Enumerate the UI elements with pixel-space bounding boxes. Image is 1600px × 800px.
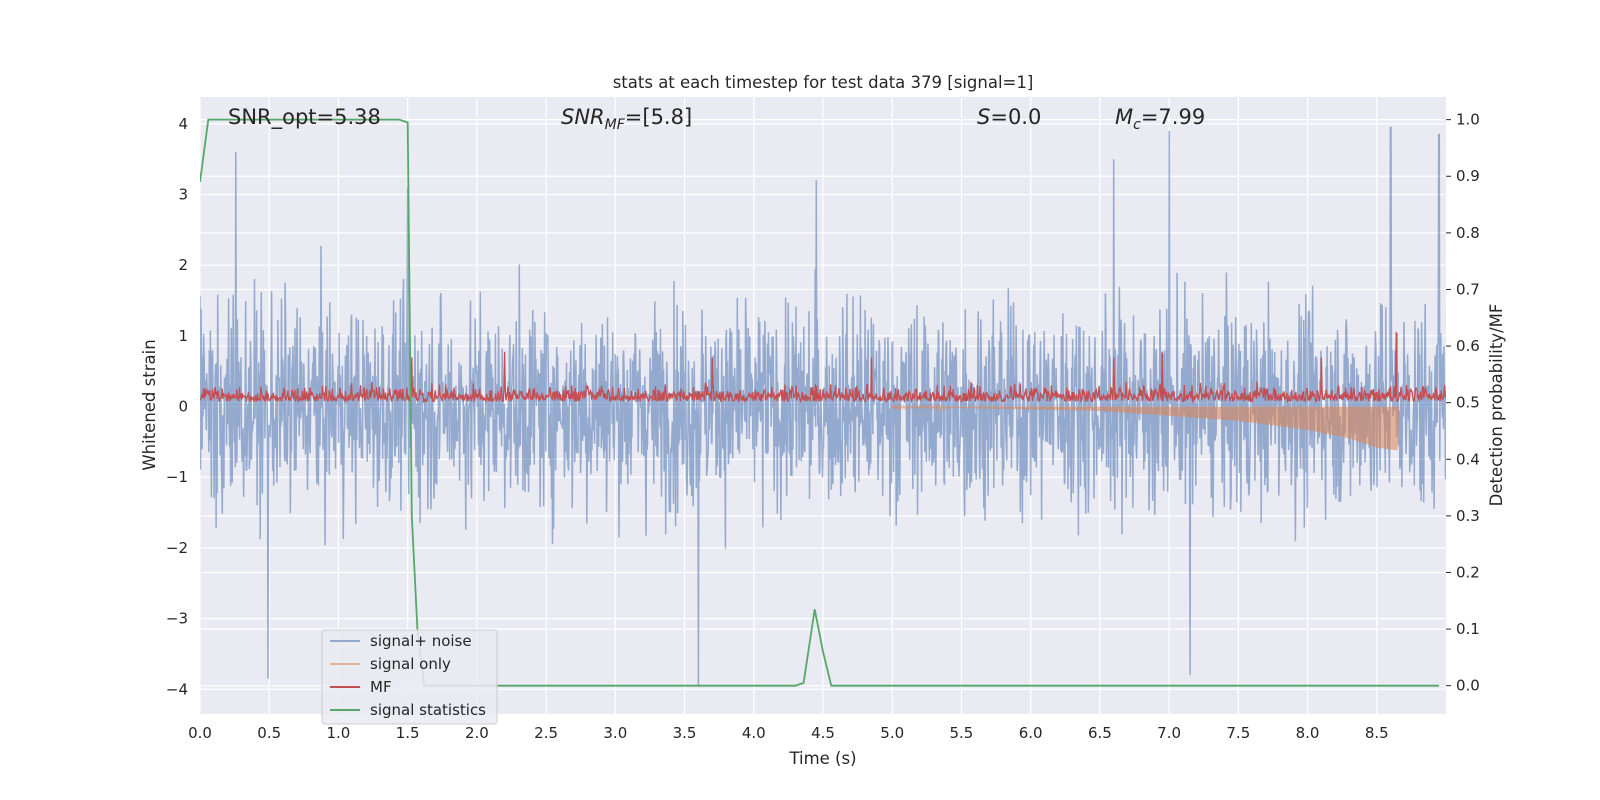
x-tick-label: 8.5	[1365, 724, 1389, 742]
legend-label-mf: MF	[370, 678, 392, 696]
x-tick-label: 3.0	[603, 724, 627, 742]
y-tick-label-right: 0.5	[1456, 394, 1480, 412]
y-tick-label-right: 0.7	[1456, 280, 1480, 298]
y-tick-label-left: 4	[178, 115, 188, 133]
y-tick-label-left: −2	[166, 539, 188, 557]
x-axis-label: Time (s)	[788, 749, 856, 768]
x-tick-label: 1.0	[327, 724, 351, 742]
annotation-snr-mf: SNRMF=[5.8]	[561, 105, 692, 133]
x-tick-label: 2.5	[534, 724, 558, 742]
y-tick-label-right: 0.4	[1456, 450, 1480, 468]
annotation-mc-sub: c	[1133, 117, 1141, 133]
x-tick-label: 1.5	[396, 724, 420, 742]
x-tick-label: 5.5	[950, 724, 974, 742]
x-axis: 0.0 0.5 1.0 1.5 2.0 2.5 3.0 3.5 4.0 4.5 5.0 5.5 6.0 6…	[188, 724, 1389, 742]
x-tick-label: 0.5	[257, 724, 281, 742]
legend-label-signal-only: signal only	[370, 655, 451, 673]
x-tick-label: 0.0	[188, 724, 212, 742]
y-tick-label-right: 0.0	[1456, 677, 1480, 695]
x-tick-label: 5.0	[880, 724, 904, 742]
y-tick-label-left: 3	[178, 186, 188, 204]
y-tick-label-left: 0	[178, 398, 188, 416]
x-tick-label: 2.0	[465, 724, 489, 742]
annotation-snr-opt: SNR_opt=5.38	[228, 105, 381, 130]
legend-label-signal-statistics: signal statistics	[370, 701, 486, 719]
annotation-snr-mf-sub: MF	[605, 117, 626, 133]
annotation-snr-mf-value: =[5.8]	[625, 105, 692, 129]
x-tick-label: 6.0	[1019, 724, 1043, 742]
series-signal-only	[891, 404, 1400, 451]
y-tick-label-left: −1	[166, 468, 188, 486]
x-tick-label: 8.0	[1296, 724, 1320, 742]
chart-title: stats at each timestep for test data 379…	[613, 73, 1034, 92]
x-tick-label: 7.5	[1226, 724, 1250, 742]
annotation-s-italic: S	[977, 105, 990, 129]
y-tick-label-right: 0.9	[1456, 167, 1480, 185]
y-tick-label-right: 1.0	[1456, 111, 1480, 129]
y-tick-label-right: 0.2	[1456, 563, 1480, 581]
annotation-mc: Mc=7.99	[1115, 105, 1205, 133]
x-tick-label: 6.5	[1088, 724, 1112, 742]
legend-label-signal-noise: signal+ noise	[370, 632, 472, 650]
y-tick-label-left: −3	[166, 610, 188, 628]
y-tick-label-right: 0.6	[1456, 337, 1480, 355]
y-tick-label-right: 0.1	[1456, 620, 1480, 638]
x-tick-label: 3.5	[673, 724, 697, 742]
x-tick-label: 4.5	[811, 724, 835, 742]
legend-box	[321, 629, 498, 725]
y-axis-label-right: Detection probability/MF	[1487, 304, 1506, 507]
series-mf	[200, 331, 1446, 404]
y-axis-left: −4 −3 −2 −1 0 1 2 3 4	[166, 115, 188, 698]
y-tick-label-left: 2	[178, 256, 188, 274]
y-axis-right: 0.0 0.1 0.2 0.3 0.4 0.5 0.6 0.7 0.8 0.9 1.0	[1446, 111, 1480, 695]
x-tick-label: 4.0	[742, 724, 766, 742]
legend: signal+ noise signal only MF signal stat…	[321, 629, 498, 725]
annotation-snr-mf-main: SNR	[561, 105, 605, 129]
annotation-mc-value: =7.99	[1141, 105, 1205, 129]
y-tick-label-right: 0.8	[1456, 224, 1480, 242]
y-tick-label-left: −4	[166, 680, 188, 698]
y-axis-label-left: Whitened strain	[140, 339, 159, 470]
y-tick-label-right: 0.3	[1456, 507, 1480, 525]
annotation-mc-main: M	[1115, 105, 1133, 129]
y-tick-label-left: 1	[178, 327, 188, 345]
annotation-s-value: =0.0	[990, 105, 1041, 129]
x-tick-label: 7.0	[1157, 724, 1181, 742]
annotation-s: S=0.0	[977, 105, 1041, 129]
